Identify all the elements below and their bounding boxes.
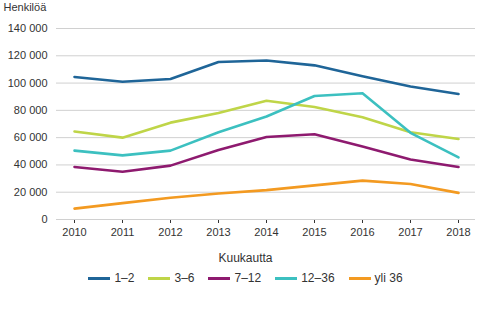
svg-text:2017: 2017 [398,226,422,238]
html-text:yli 36: yli 36 [374,271,403,285]
svg-text:80 000: 80 000 [14,104,48,116]
svg-text:2012: 2012 [158,226,182,238]
svg-text:2014: 2014 [254,226,278,238]
svg-text:20 000: 20 000 [14,186,48,198]
svg-text:Henkilöä: Henkilöä [4,1,48,13]
svg-text:2016: 2016 [350,226,374,238]
svg-text:140 000: 140 000 [8,22,48,34]
html-text:12–36: 12–36 [301,271,335,285]
svg-text:2011: 2011 [111,226,135,238]
svg-text:2018: 2018 [446,226,470,238]
svg-text:120 000: 120 000 [8,49,48,61]
svg-text:40 000: 40 000 [14,158,48,170]
svg-text:2013: 2013 [206,226,230,238]
svg-text:60 000: 60 000 [14,131,48,143]
html-text:1–2: 1–2 [114,271,135,285]
html-text:3–6: 3–6 [174,271,195,285]
html-text:7–12: 7–12 [234,271,262,285]
svg-text:100 000: 100 000 [8,77,48,89]
html-text:Kuukautta: Kuukautta [218,251,273,265]
svg-text:2015: 2015 [302,226,326,238]
svg-text:0: 0 [41,213,47,225]
svg-text:2010: 2010 [62,226,86,238]
